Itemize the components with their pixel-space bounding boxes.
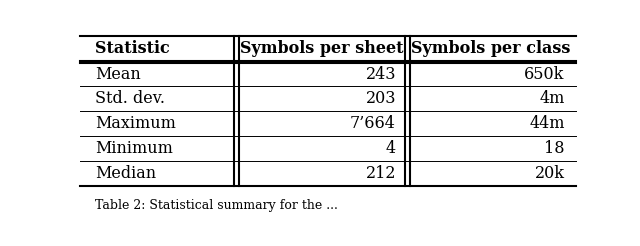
Text: Std. dev.: Std. dev. <box>95 90 165 107</box>
Text: Minimum: Minimum <box>95 140 173 157</box>
Text: 650k: 650k <box>524 66 564 83</box>
Text: 4: 4 <box>386 140 396 157</box>
Text: 18: 18 <box>544 140 564 157</box>
Text: Mean: Mean <box>95 66 141 83</box>
Text: Median: Median <box>95 165 156 182</box>
Text: 44m: 44m <box>529 115 564 132</box>
Text: Statistic: Statistic <box>95 40 170 57</box>
Text: 20k: 20k <box>534 165 564 182</box>
Text: 243: 243 <box>365 66 396 83</box>
Text: 212: 212 <box>365 165 396 182</box>
Text: Maximum: Maximum <box>95 115 176 132</box>
Text: 203: 203 <box>365 90 396 107</box>
Text: Symbols per sheet: Symbols per sheet <box>240 40 404 57</box>
Text: Symbols per class: Symbols per class <box>411 40 570 57</box>
Text: Table 2: Statistical summary for the ...: Table 2: Statistical summary for the ... <box>95 199 338 212</box>
Text: 4m: 4m <box>540 90 564 107</box>
Text: 7’664: 7’664 <box>350 115 396 132</box>
